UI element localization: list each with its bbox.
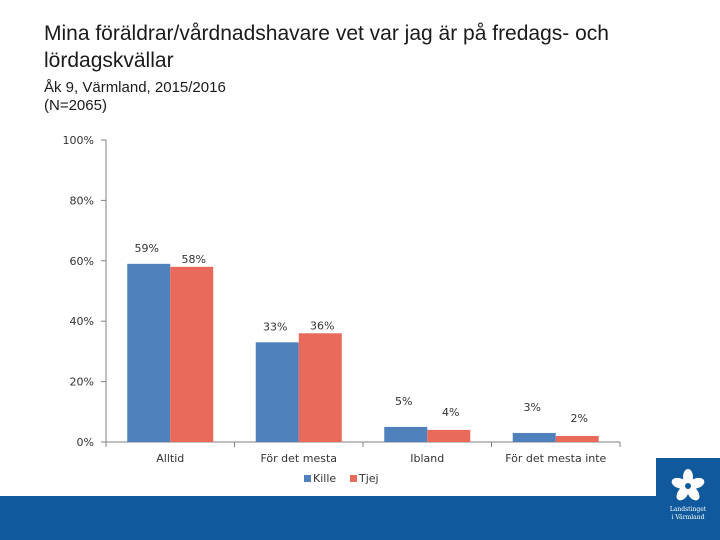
subtitle-sample-size: (N=2065) — [44, 97, 107, 114]
bar-tjej — [170, 266, 214, 442]
data-label: 4% — [442, 406, 459, 419]
logo-text-line1: Landstinget — [669, 506, 707, 513]
bar-chart: 0% 20% 40% 60% 80% 100% 59% 58% Alltid 33% 36% För … — [63, 134, 621, 485]
bar-kille — [255, 342, 299, 442]
y-tick-label: 20% — [70, 376, 94, 389]
y-tick-label: 40% — [70, 315, 94, 328]
bar-kille — [512, 432, 556, 442]
legend-swatch-tjej — [350, 475, 357, 482]
subtitle-year: Åk 9, Värmland, 2015/2016 — [44, 79, 226, 96]
y-tick-label: 80% — [70, 194, 94, 207]
y-tick-label: 60% — [70, 255, 94, 268]
flower-emblem-icon — [671, 469, 705, 501]
data-label: 3% — [524, 401, 541, 414]
chart-title: Mina föräldrar/vårdnadshavare vet var ja… — [44, 22, 609, 72]
bar-tjej — [555, 435, 599, 442]
y-tick-label: 0% — [77, 436, 94, 449]
footer-band — [0, 496, 720, 540]
legend-label-kille: Kille — [313, 472, 336, 485]
organization-logo: Landstinget i Värmland — [656, 458, 720, 540]
bar-tjej — [298, 333, 342, 442]
data-label: 33% — [263, 320, 287, 333]
x-tick-label: För det mesta — [260, 452, 337, 465]
data-label: 59% — [135, 242, 159, 255]
data-label: 2% — [571, 412, 588, 425]
y-tick-label: 100% — [63, 134, 94, 147]
data-label: 36% — [310, 319, 334, 332]
logo-text: Landstinget i Värmland — [656, 506, 720, 522]
logo-text-line2: i Värmland — [671, 514, 705, 521]
x-tick-label: För det mesta inte — [505, 452, 606, 465]
bar-kille — [127, 263, 171, 442]
bar-kille — [384, 426, 428, 442]
data-label: 5% — [395, 395, 412, 408]
bar-tjej — [427, 429, 471, 442]
x-tick-label: Ibland — [410, 452, 444, 465]
x-tick-label: Alltid — [156, 452, 184, 465]
legend-label-tjej: Tjej — [358, 472, 379, 485]
data-label: 58% — [182, 253, 206, 266]
legend-swatch-kille — [304, 475, 311, 482]
chart-subtitle: Åk 9, Värmland, 2015/2016 (N=2065) — [44, 79, 226, 115]
